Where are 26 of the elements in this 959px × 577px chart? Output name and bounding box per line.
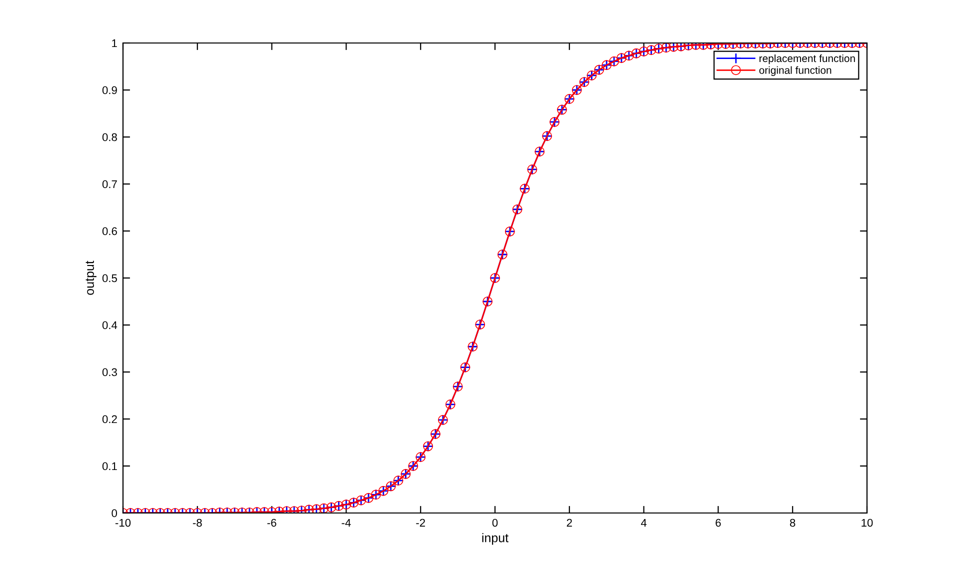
x-tick-label: 8 (790, 518, 796, 527)
x-tick-label: -10 (115, 518, 131, 527)
y-axis-title: output (86, 260, 96, 295)
x-tick-label: 0 (492, 518, 498, 527)
x-tick-label: -4 (342, 518, 351, 527)
y-tick-label: 0 (112, 509, 118, 518)
y-tick-label: 0.6 (102, 227, 117, 236)
x-tick-label: -6 (267, 518, 276, 527)
x-axis-title: input (482, 533, 508, 545)
y-tick-label: 1 (112, 39, 117, 48)
y-tick-label: 0.7 (102, 180, 117, 188)
x-tick-label: 10 (862, 518, 873, 527)
y-tick-label: 0.9 (102, 86, 117, 94)
x-tick-label: 6 (716, 518, 721, 527)
x-tick-label: -2 (416, 518, 425, 527)
y-tick-label: 0.5 (102, 274, 117, 282)
legend-label: replacement function (760, 54, 855, 64)
y-tick-label: 0.8 (102, 133, 117, 142)
legend-label: original function (759, 66, 832, 76)
y-tick-label: 0.1 (102, 462, 117, 470)
y-tick-label: 0.3 (102, 368, 117, 376)
x-tick-label: -8 (192, 518, 202, 527)
x-tick-label: 4 (640, 518, 647, 527)
x-tick-label: 2 (566, 518, 572, 527)
y-tick-label: 0.4 (102, 321, 118, 330)
y-tick-label: 0.2 (102, 415, 117, 424)
